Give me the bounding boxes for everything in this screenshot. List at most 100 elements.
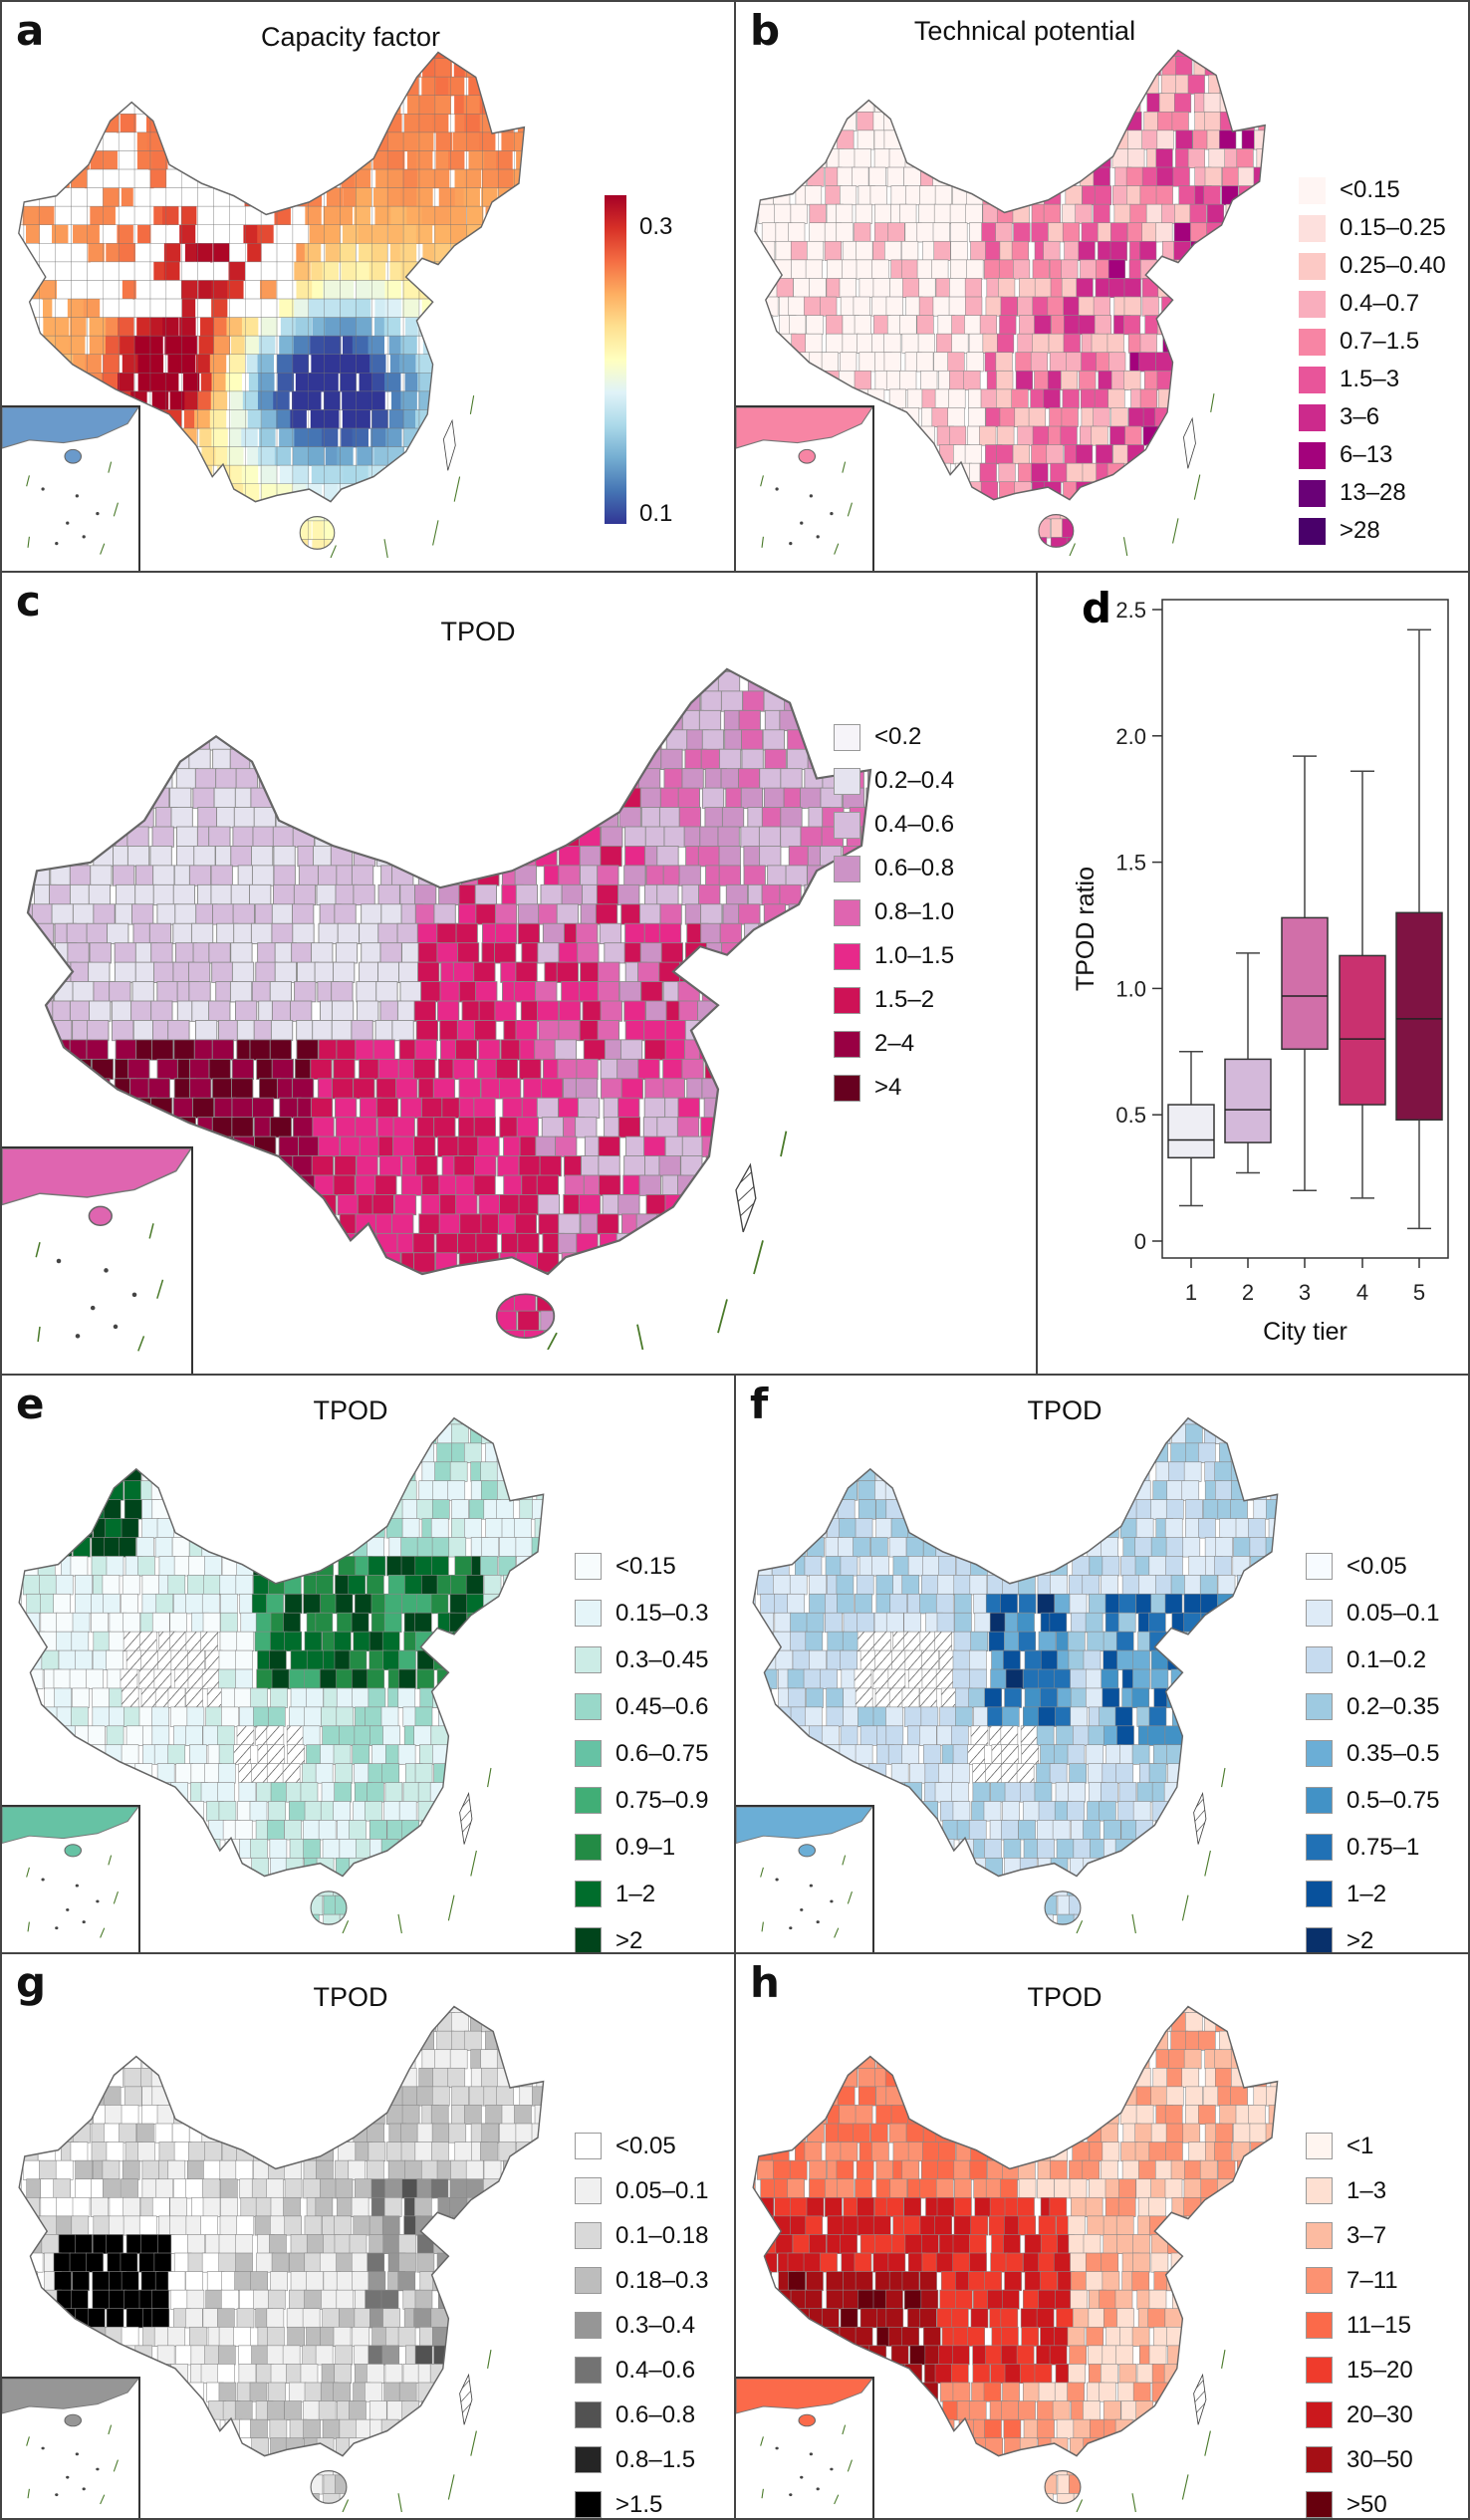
map-region — [1173, 370, 1191, 390]
map-region — [212, 114, 229, 133]
map-region — [762, 370, 780, 390]
map-region — [845, 1271, 867, 1293]
map-region — [438, 539, 455, 550]
map-region — [352, 428, 368, 448]
map-region — [792, 56, 810, 77]
map-region — [947, 481, 965, 502]
map-region — [457, 1135, 480, 1157]
map-region — [322, 261, 340, 282]
map-region — [656, 690, 679, 712]
admin-boundary — [71, 95, 88, 115]
map-region — [23, 52, 40, 60]
map-region — [1126, 222, 1145, 243]
inset-island — [75, 494, 79, 498]
map-region — [787, 1058, 810, 1081]
map-region — [91, 1480, 110, 1501]
map-region — [500, 483, 517, 503]
map-region — [1050, 462, 1068, 483]
map-region — [334, 729, 357, 751]
admin-boundary — [482, 243, 499, 263]
map-region — [104, 52, 121, 60]
map-region — [334, 1097, 358, 1119]
map-region — [250, 1480, 269, 1501]
map-region — [535, 981, 558, 1003]
map-region — [310, 1097, 334, 1119]
map-region — [150, 942, 173, 964]
map-region — [740, 668, 764, 673]
map-region — [216, 502, 234, 522]
map-region — [246, 95, 263, 115]
map-region — [230, 52, 247, 60]
map-region — [1154, 407, 1172, 427]
map-region — [99, 224, 117, 244]
map-region — [1091, 333, 1108, 354]
map-region — [538, 1020, 561, 1042]
map-region — [416, 187, 433, 207]
map-region — [101, 169, 118, 189]
map-region — [458, 1078, 481, 1100]
map-region — [227, 520, 244, 541]
map-region — [495, 428, 513, 448]
admin-boundary — [229, 502, 246, 522]
admin-boundary — [450, 502, 467, 522]
map-region — [849, 1213, 870, 1235]
legend-label: 13–28 — [1340, 479, 1406, 506]
panel-letter: a — [16, 6, 45, 55]
map-region — [141, 1575, 160, 1596]
inset-hainan — [798, 448, 817, 464]
inset-boundary-line — [148, 1223, 154, 1239]
map-region — [768, 1058, 791, 1081]
map-region — [172, 883, 196, 906]
admin-boundary — [450, 390, 467, 410]
map-region — [1159, 444, 1178, 465]
map-region — [969, 499, 987, 520]
inset-coast-region — [736, 407, 872, 449]
admin-boundary — [149, 58, 167, 78]
map-region — [871, 462, 889, 483]
map-region — [72, 981, 95, 1003]
admin-boundary — [18, 261, 25, 281]
map-region — [515, 961, 538, 983]
map-region — [119, 206, 135, 226]
map-region — [856, 259, 873, 280]
map-region — [777, 370, 795, 390]
map-region — [599, 668, 622, 673]
map-region — [919, 185, 937, 206]
map-region — [534, 299, 546, 318]
map-region — [392, 768, 415, 790]
map-region — [948, 74, 966, 95]
admin-boundary — [71, 76, 88, 96]
map-region — [584, 671, 607, 693]
map-region — [270, 1518, 289, 1539]
admin-boundary — [165, 446, 182, 466]
map-region — [293, 224, 310, 244]
map-region — [197, 502, 215, 522]
map-region — [148, 52, 165, 60]
map-region — [804, 296, 822, 317]
map-region — [1129, 203, 1147, 224]
map-region — [331, 690, 354, 712]
map-region — [382, 1480, 401, 1501]
map-region — [721, 961, 744, 983]
map-region — [323, 390, 341, 411]
map-region — [47, 709, 70, 732]
map-region — [540, 1310, 563, 1332]
map-region — [451, 280, 468, 300]
map-region — [77, 1442, 96, 1463]
admin-boundary — [530, 77, 546, 96]
map-region — [739, 1039, 762, 1061]
map-region — [1016, 93, 1034, 114]
map-region — [311, 354, 328, 374]
legend-item: 1.0–1.5 — [834, 934, 954, 978]
map-region — [163, 261, 181, 282]
map-region — [1268, 353, 1285, 372]
map-region — [339, 787, 362, 809]
map-region — [1205, 296, 1223, 317]
map-region — [306, 114, 323, 133]
map-region — [183, 150, 200, 170]
map-region — [809, 961, 832, 983]
map-region — [343, 465, 361, 485]
map-region — [475, 903, 498, 925]
map-region — [10, 846, 27, 866]
map-region — [430, 409, 448, 429]
